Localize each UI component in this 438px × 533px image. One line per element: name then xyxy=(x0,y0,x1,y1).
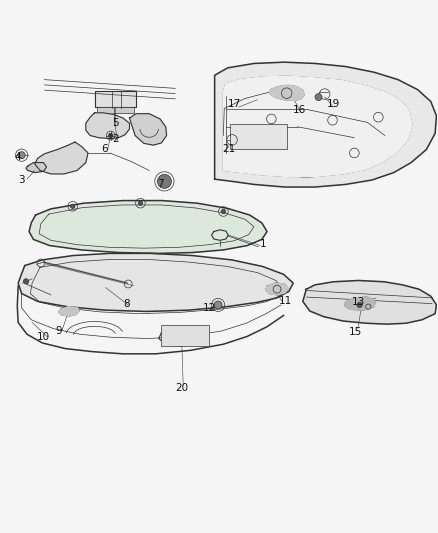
Text: 4: 4 xyxy=(15,152,21,163)
Polygon shape xyxy=(18,253,293,311)
Text: 19: 19 xyxy=(327,99,340,109)
Polygon shape xyxy=(26,163,46,173)
Circle shape xyxy=(157,174,171,188)
Text: 11: 11 xyxy=(279,296,292,305)
Polygon shape xyxy=(345,297,375,310)
Polygon shape xyxy=(269,85,304,101)
Polygon shape xyxy=(58,306,79,316)
Text: 15: 15 xyxy=(349,327,362,337)
Circle shape xyxy=(357,302,362,308)
Text: 1: 1 xyxy=(259,239,266,249)
Text: 21: 21 xyxy=(222,144,235,155)
Polygon shape xyxy=(266,283,288,295)
Bar xyxy=(97,107,134,113)
Polygon shape xyxy=(303,280,436,324)
Polygon shape xyxy=(223,76,412,176)
Text: 20: 20 xyxy=(175,383,188,393)
Polygon shape xyxy=(215,62,436,187)
Text: 10: 10 xyxy=(37,332,50,342)
Circle shape xyxy=(214,301,222,309)
Circle shape xyxy=(221,209,226,214)
Polygon shape xyxy=(29,200,267,253)
Text: 12: 12 xyxy=(203,303,216,313)
Circle shape xyxy=(18,152,25,159)
Circle shape xyxy=(71,204,75,208)
Text: 6: 6 xyxy=(101,143,108,154)
Polygon shape xyxy=(130,114,166,145)
Bar xyxy=(161,325,209,346)
Text: 17: 17 xyxy=(228,99,241,109)
Text: 16: 16 xyxy=(293,105,307,115)
Polygon shape xyxy=(35,142,88,174)
Text: 8: 8 xyxy=(123,298,130,309)
Text: 3: 3 xyxy=(18,175,25,185)
Text: 7: 7 xyxy=(157,180,163,189)
Circle shape xyxy=(138,201,143,205)
Text: 9: 9 xyxy=(55,326,62,336)
Polygon shape xyxy=(86,113,130,139)
Circle shape xyxy=(109,133,113,138)
Text: 2: 2 xyxy=(112,134,118,143)
Circle shape xyxy=(315,94,322,101)
Text: 5: 5 xyxy=(112,118,118,128)
Bar xyxy=(95,91,136,107)
Circle shape xyxy=(23,279,28,284)
Text: 13: 13 xyxy=(352,297,365,308)
Bar xyxy=(230,124,287,149)
